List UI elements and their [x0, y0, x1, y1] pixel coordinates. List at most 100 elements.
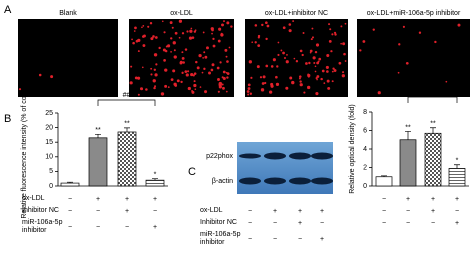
blot-band — [289, 152, 311, 160]
fluorescent-dot — [254, 24, 258, 27]
fluorescent-dot — [405, 61, 409, 65]
fluorescent-dot — [210, 27, 214, 31]
fluorescent-dot — [397, 71, 400, 74]
fluorescent-dot — [295, 60, 299, 63]
fluorescent-dot — [142, 25, 145, 27]
fluorescent-dot — [301, 53, 304, 57]
fluorescent-dot — [272, 58, 276, 62]
condition-sign: + — [455, 196, 459, 203]
fluorescent-dot — [249, 92, 253, 95]
error-bar — [152, 178, 158, 181]
fluorescent-dot — [226, 60, 229, 63]
fluorescent-dot — [228, 46, 231, 49]
fluorescent-dot — [147, 25, 150, 28]
fluorescent-dot — [226, 76, 229, 79]
condition-label: miR-106a-5p inhibitor — [200, 231, 241, 246]
fluorescent-dot — [139, 87, 144, 91]
fluorescent-dot — [181, 32, 185, 35]
condition-sign: − — [248, 208, 252, 215]
fluorescent-dot — [326, 70, 329, 73]
fluorescent-dot — [298, 77, 301, 80]
panel-label: C — [188, 166, 196, 178]
condition-sign: + — [455, 220, 459, 227]
fluorescent-dot — [218, 81, 223, 86]
micrograph — [357, 19, 470, 97]
fluorescent-dot — [222, 70, 226, 74]
bracket — [407, 96, 458, 103]
fluorescent-dot — [230, 25, 233, 28]
fluorescent-dot — [362, 40, 366, 43]
condition-sign: − — [125, 224, 129, 231]
fluorescent-dot — [211, 32, 213, 35]
fluorescent-dot — [314, 50, 318, 54]
condition-sign: − — [298, 236, 302, 243]
fluorescent-dot — [299, 83, 303, 87]
fluorescent-dot — [203, 67, 206, 71]
fluorescent-dot — [248, 60, 252, 64]
y-tick-label: 0 — [49, 183, 53, 190]
fluorescent-dot — [316, 61, 320, 65]
micrograph — [18, 19, 118, 97]
fluorescent-dot — [137, 93, 140, 96]
fluorescent-dot — [256, 65, 260, 69]
fluorescent-dot — [247, 83, 251, 87]
image-title: ox-LDL+miR-106a-5p inhibitor — [367, 10, 461, 17]
fluorescent-dot — [285, 60, 289, 64]
fluorescent-dot — [137, 38, 141, 43]
fluorescent-dot — [299, 49, 303, 53]
blot-band — [264, 177, 286, 185]
fluorescent-dot — [270, 84, 274, 88]
fluorescent-dot — [331, 33, 334, 36]
fluorescent-dot — [286, 53, 288, 56]
image-title: ox-LDL — [170, 10, 193, 17]
fluorescent-dot — [193, 83, 197, 88]
fluorescent-dot — [184, 48, 188, 51]
significance: * — [456, 158, 459, 165]
fluorescent-dot — [220, 32, 223, 35]
fluorescent-dot — [257, 36, 260, 39]
fluorescent-dot — [133, 30, 136, 32]
fluorescent-dot — [331, 80, 334, 83]
condition-sign: − — [273, 220, 277, 227]
fluorescent-dot — [418, 31, 422, 34]
fluorescent-dot — [282, 26, 286, 30]
fluorescent-dot — [193, 80, 196, 83]
fluorescent-dot — [398, 43, 401, 46]
fluorescent-dot — [280, 49, 283, 52]
fluorescent-dot — [303, 91, 306, 94]
fluorescent-dot — [134, 76, 138, 80]
fluorescent-dot — [164, 84, 168, 88]
fluorescent-dot — [178, 19, 183, 23]
fluorescent-dot — [445, 80, 448, 83]
fluorescent-dot — [173, 55, 177, 59]
fluorescent-dot — [217, 78, 220, 81]
bar — [399, 139, 417, 187]
fluorescent-dot — [181, 51, 184, 54]
fluorescent-dot — [222, 86, 225, 90]
fluorescent-dot — [199, 86, 202, 88]
condition-label: Inhibitor NC — [200, 219, 237, 226]
fluorescent-dot — [150, 37, 154, 41]
fluorescent-dot — [266, 24, 270, 28]
fluorescent-dot — [142, 44, 146, 47]
fluorescent-dot — [185, 73, 189, 77]
fluorescent-dot — [170, 37, 173, 40]
fluorescent-dot — [186, 30, 189, 33]
fluorescent-dot — [343, 52, 346, 56]
fluorescent-dot — [302, 31, 305, 34]
micrograph — [245, 19, 348, 97]
fluorescent-dot — [153, 53, 158, 57]
fluorescent-dot — [132, 41, 135, 45]
condition-sign: − — [431, 220, 435, 227]
condition-sign: + — [153, 196, 157, 203]
fluorescent-dot — [170, 50, 172, 53]
fluorescent-dot — [205, 46, 209, 50]
fluorescent-dot — [184, 70, 188, 74]
fluorescent-dot — [190, 72, 194, 77]
fluorescent-dot — [269, 90, 273, 94]
fluorescent-dot — [170, 78, 174, 81]
fluorescent-dot — [344, 22, 347, 25]
fluorescent-dot — [288, 23, 292, 26]
condition-sign: + — [96, 196, 100, 203]
fluorescent-dot — [259, 76, 263, 79]
